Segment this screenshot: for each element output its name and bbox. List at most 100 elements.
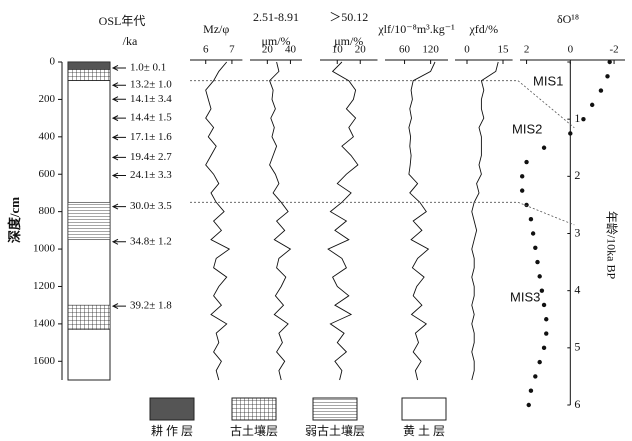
isotope-dot bbox=[533, 374, 538, 379]
isotope-dot bbox=[581, 116, 586, 122]
y2-axis-label: 年龄/10ka BP bbox=[604, 211, 618, 280]
panel-title: μm/% bbox=[261, 34, 290, 48]
osl-label: 14.4± 1.5 bbox=[130, 112, 172, 124]
x-tick-label: -2 bbox=[609, 44, 618, 56]
mis-label: MIS3 bbox=[510, 289, 540, 304]
y2-tick-label: 6 bbox=[574, 397, 580, 411]
panel-title: χlf/10⁻⁸m³.kg⁻¹ bbox=[377, 22, 455, 36]
y-tick-label: 200 bbox=[39, 93, 56, 105]
boundary-line bbox=[190, 80, 575, 129]
osl-label: 1.0± 0.1 bbox=[130, 62, 166, 74]
osl-label: 14.1± 3.4 bbox=[130, 93, 172, 105]
isotope-dot bbox=[519, 174, 525, 179]
osl-label: 30.0± 3.5 bbox=[130, 200, 172, 212]
proxy-line bbox=[327, 61, 359, 381]
proxy-line bbox=[471, 61, 499, 381]
isotope-dot bbox=[598, 88, 604, 93]
isotope-dot bbox=[524, 202, 529, 208]
osl-label: 17.1± 1.6 bbox=[130, 131, 172, 143]
osl-arrow bbox=[111, 154, 126, 161]
x-tick-label: 20 bbox=[355, 44, 367, 56]
legend-swatch bbox=[149, 397, 195, 421]
y2-tick-label: 5 bbox=[574, 340, 580, 354]
isotope-dot bbox=[607, 59, 612, 65]
x-tick-label: 2 bbox=[524, 44, 530, 56]
proxy-line bbox=[269, 61, 292, 381]
y2-tick-label: 4 bbox=[574, 282, 580, 296]
osl-arrow bbox=[111, 203, 126, 210]
x-tick-label: 0 bbox=[464, 44, 470, 56]
osl-label: 19.4± 2.7 bbox=[130, 151, 172, 163]
isotope-dot bbox=[533, 245, 538, 250]
isotope-dot bbox=[519, 188, 525, 193]
isotope-dot bbox=[541, 145, 547, 150]
osl-title: OSL年代 bbox=[99, 14, 146, 28]
y-tick-label: 600 bbox=[39, 168, 56, 180]
isotope-dot bbox=[544, 317, 549, 322]
osl-label: 34.8± 1.2 bbox=[130, 235, 172, 247]
panel-title: χfd/% bbox=[468, 22, 498, 36]
legend-label: 耕 作 层 bbox=[151, 423, 193, 438]
y-tick-label: 1400 bbox=[33, 317, 56, 329]
panel-title: ＞50.12 bbox=[329, 10, 368, 24]
panel-title: 2.51-8.91 bbox=[253, 10, 299, 24]
proxy-line bbox=[408, 61, 436, 381]
y-tick-label: 1000 bbox=[33, 243, 56, 255]
isotope-dot bbox=[537, 359, 542, 365]
panel-title: μm/% bbox=[334, 34, 363, 48]
y-tick-label: 400 bbox=[39, 130, 56, 142]
isotope-dot bbox=[605, 74, 610, 79]
x-tick-label: 10 bbox=[332, 44, 344, 56]
isotope-dot bbox=[544, 331, 549, 336]
lithology-layer bbox=[67, 69, 111, 82]
y2-tick-label: 3 bbox=[574, 225, 580, 239]
isotope-dot bbox=[568, 131, 573, 136]
legend-swatch bbox=[401, 397, 447, 421]
osl-arrow bbox=[111, 172, 126, 179]
proxy-line bbox=[205, 61, 231, 381]
y2-tick-label: 1 bbox=[574, 111, 580, 125]
x-tick-label: 6 bbox=[203, 44, 209, 56]
lithology-layer bbox=[67, 304, 111, 330]
legend-label: 黄 土 层 bbox=[403, 424, 445, 438]
y-axis-label: 深度/cm bbox=[7, 197, 22, 243]
isotope-title: δO¹⁸ bbox=[557, 12, 579, 26]
lithology-layer bbox=[67, 201, 111, 241]
x-tick-label: 15 bbox=[498, 44, 510, 56]
isotope-dot bbox=[528, 217, 534, 222]
osl-label: 13.2± 1.0 bbox=[130, 79, 172, 91]
x-tick-label: 20 bbox=[262, 44, 274, 56]
isotope-dot bbox=[530, 231, 536, 236]
y-tick-label: 800 bbox=[39, 205, 56, 217]
isotope-dot bbox=[526, 402, 531, 408]
osl-unit: /ka bbox=[123, 34, 138, 48]
x-tick-label: 40 bbox=[285, 44, 297, 56]
boundary-line bbox=[190, 201, 575, 226]
y-tick-label: 0 bbox=[50, 56, 56, 68]
osl-arrow bbox=[111, 303, 126, 310]
y-tick-label: 1200 bbox=[33, 280, 56, 292]
mis-label: MIS1 bbox=[533, 73, 563, 88]
legend-swatch bbox=[231, 397, 277, 421]
isotope-dot bbox=[539, 288, 545, 293]
osl-label: 24.1± 3.3 bbox=[130, 169, 172, 181]
x-tick-label: 0 bbox=[568, 44, 574, 56]
osl-arrow bbox=[111, 82, 126, 89]
isotope-dot bbox=[528, 388, 534, 393]
osl-label: 39.2± 1.8 bbox=[130, 300, 172, 312]
isotope-dot bbox=[541, 302, 547, 308]
legend-swatch bbox=[312, 397, 358, 421]
osl-arrow bbox=[111, 115, 126, 122]
y-tick-label: 1600 bbox=[33, 355, 56, 367]
y2-tick-label: 2 bbox=[574, 168, 580, 182]
osl-arrow bbox=[111, 65, 126, 71]
legend-label: 弱古土壤层 bbox=[305, 423, 365, 438]
panel-title: Mz/φ bbox=[203, 22, 229, 36]
x-tick-label: 120 bbox=[422, 44, 439, 56]
legend-label: 古土壤层 bbox=[230, 423, 278, 438]
osl-arrow bbox=[111, 134, 126, 141]
isotope-dot bbox=[589, 102, 595, 108]
isotope-dot bbox=[537, 274, 542, 279]
osl-arrow bbox=[111, 238, 126, 245]
